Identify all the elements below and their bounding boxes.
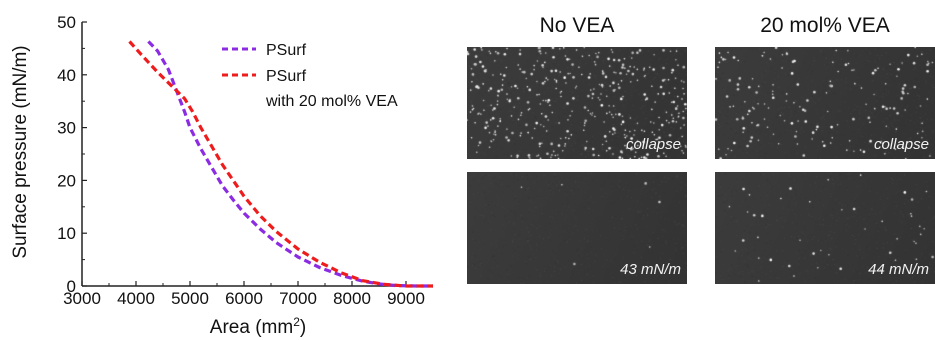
x-tick-label: 3000 — [63, 289, 101, 308]
micrograph-image — [467, 172, 687, 284]
y-tick-label: 0 — [67, 277, 76, 296]
legend: PSurf PSurf with 20 mol% VEA — [222, 42, 398, 110]
micrograph-label: 44 mN/m — [868, 261, 929, 278]
series-line-psurf-vea — [128, 40, 433, 288]
micrograph-no-vea-43: 43 mN/m — [467, 172, 687, 284]
micrograph-label: collapse — [625, 136, 681, 153]
x-tick-label: 8000 — [333, 289, 371, 308]
x-tick-label: 6000 — [225, 289, 263, 308]
micrograph-label: collapse — [873, 136, 929, 153]
panel-title-no-vea: No VEA — [539, 14, 615, 37]
y-axis-label: Surface pressure (mN/m) — [10, 45, 31, 258]
y-tick-label: 10 — [57, 224, 76, 243]
y-tick-label: 20 — [57, 171, 76, 190]
legend-label-psurf: PSurf — [266, 42, 307, 59]
x-tick-label: 4000 — [117, 289, 155, 308]
y-tick-label: 50 — [57, 13, 76, 32]
x-tick-label: 5000 — [171, 289, 209, 308]
micrograph-20-vea-44: 44 mN/m — [715, 172, 935, 284]
micrograph-image — [715, 47, 935, 159]
x-tick-label: 7000 — [279, 289, 317, 308]
legend-label-psurf-vea-line1: PSurf — [266, 68, 307, 85]
series-line-psurf — [147, 40, 433, 288]
legend-label-psurf-vea-line2: with 20 mol% VEA — [265, 93, 398, 110]
micrograph-label: 43 mN/m — [620, 261, 681, 278]
micrograph-image — [467, 47, 687, 159]
y-tick-label: 30 — [57, 119, 76, 138]
y-tick-label: 40 — [57, 66, 76, 85]
x-tick-label: 9000 — [387, 289, 425, 308]
x-axis-label: Area (mm2) — [210, 315, 306, 338]
micrograph-20-vea-collapse: collapse — [715, 47, 935, 159]
panel-title-20-vea: 20 mol% VEA — [760, 14, 890, 37]
micrograph-image — [715, 172, 935, 284]
micrograph-no-vea-collapse: collapse — [467, 47, 687, 159]
